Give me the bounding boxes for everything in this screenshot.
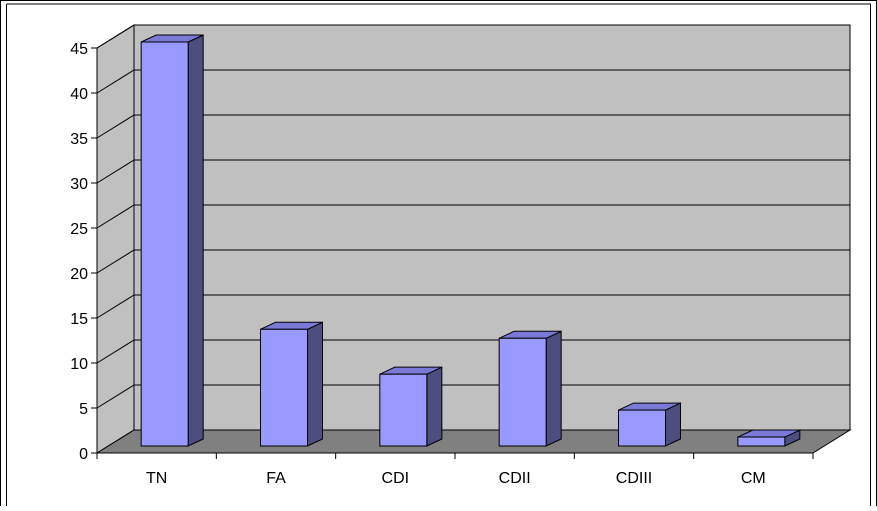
y-tick-label: 20 [70, 266, 88, 283]
bar [379, 366, 443, 447]
gridline [96, 384, 850, 409]
y-tick-label: 35 [70, 131, 88, 148]
x-tick-label: CM [741, 470, 766, 487]
y-tick-label: 5 [79, 401, 88, 418]
bar-front [737, 436, 786, 447]
y-tick-label: 45 [70, 41, 88, 58]
bar [260, 321, 323, 447]
floor [95, 429, 852, 454]
bar-side [187, 34, 204, 447]
gridline [96, 24, 850, 49]
gridline [96, 249, 850, 274]
bar [140, 34, 204, 447]
gridline [96, 159, 850, 184]
y-axis: 0 5 10 15 20 25 30 35 40 45 [70, 41, 98, 463]
x-tick-label: TN [146, 470, 167, 487]
bar-side [307, 321, 323, 447]
x-tick-label: CDII [499, 470, 531, 487]
bar [618, 402, 681, 447]
bar [737, 429, 801, 447]
gridline [96, 294, 850, 319]
gridline [96, 339, 850, 364]
y-tick-label: 0 [79, 446, 88, 463]
x-axis: TN FA CDI CDII CDIII CM [96, 452, 814, 487]
bar-side [545, 330, 562, 447]
y-tick-label: 10 [70, 356, 88, 373]
bar-front [379, 373, 428, 447]
x-tick-label: FA [266, 470, 286, 487]
gridline [96, 204, 850, 229]
gridline [96, 114, 850, 139]
bar-front [140, 41, 189, 447]
chart-area-edge [6, 3, 871, 506]
y-tick-label: 15 [70, 311, 88, 328]
y-tick-label: 30 [70, 176, 88, 193]
chart-walls [95, 24, 852, 454]
bar-front [498, 337, 547, 447]
y-tick-label: 40 [70, 86, 88, 103]
y-tick-label: 25 [70, 221, 88, 238]
gridline [96, 69, 850, 94]
x-tick-label: CDI [382, 470, 410, 487]
bar-front [260, 328, 308, 447]
bar-front [618, 409, 666, 447]
gridlines [96, 24, 850, 409]
bar [498, 330, 562, 447]
back-wall [133, 24, 851, 431]
bars [140, 34, 801, 447]
x-tick-label: CDIII [616, 470, 652, 487]
bar-side [426, 366, 443, 447]
